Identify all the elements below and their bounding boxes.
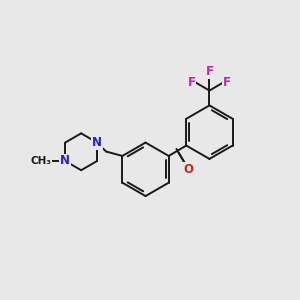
Text: F: F xyxy=(188,76,196,89)
Text: N: N xyxy=(60,154,70,167)
Text: CH₃: CH₃ xyxy=(30,156,51,166)
Text: O: O xyxy=(184,163,194,176)
Text: F: F xyxy=(206,65,213,78)
Text: N: N xyxy=(92,136,102,149)
Text: F: F xyxy=(223,76,231,89)
